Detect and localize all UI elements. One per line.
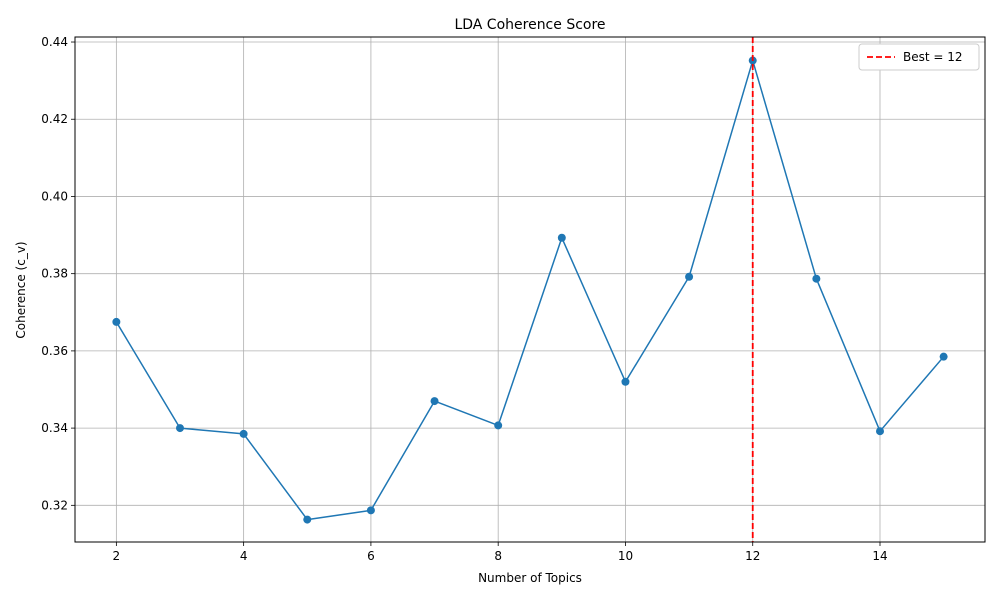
y-tick-label: 0.38 bbox=[41, 267, 68, 281]
y-axis-label: Coherence (c_v) bbox=[14, 241, 28, 338]
y-tick-label: 0.42 bbox=[41, 112, 68, 126]
data-point bbox=[876, 427, 884, 436]
legend-label-best: Best = 12 bbox=[903, 50, 963, 64]
data-point bbox=[557, 233, 566, 242]
chart-title: LDA Coherence Score bbox=[454, 17, 605, 33]
data-point bbox=[621, 377, 630, 386]
plot-frame bbox=[74, 36, 986, 543]
data-point bbox=[239, 429, 248, 438]
data-point bbox=[812, 274, 821, 283]
x-tick-label: 2 bbox=[113, 549, 121, 563]
data-point bbox=[303, 515, 312, 524]
y-tick-label: 0.40 bbox=[41, 189, 68, 203]
data-point bbox=[494, 421, 503, 430]
legend: Best = 12 bbox=[858, 43, 980, 71]
legend-box bbox=[858, 43, 980, 71]
x-tick-label: 14 bbox=[872, 549, 887, 563]
y-tick-label: 0.34 bbox=[41, 421, 68, 435]
y-tick-label: 0.36 bbox=[41, 344, 68, 358]
y-tick-label: 0.44 bbox=[41, 35, 68, 49]
x-tick-label: 4 bbox=[240, 549, 248, 563]
series-line bbox=[115, 59, 945, 521]
x-tick-label: 12 bbox=[745, 549, 760, 563]
data-point bbox=[366, 506, 375, 515]
x-tick-label: 8 bbox=[494, 549, 502, 563]
data-point bbox=[939, 352, 948, 361]
ticks: 2 4 6 8 10 12 14 0.32 0.34 0.36 0.38 0.40 0.42 0.44 bbox=[41, 35, 887, 563]
data-point bbox=[112, 317, 121, 326]
x-tick-label: 6 bbox=[367, 549, 375, 563]
x-axis-label: Number of Topics bbox=[478, 571, 582, 585]
y-tick-label: 0.32 bbox=[41, 498, 68, 512]
data-point bbox=[685, 272, 694, 281]
data-point bbox=[176, 424, 184, 433]
series-layer bbox=[112, 56, 948, 524]
data-point bbox=[430, 397, 439, 406]
x-tick-label: 10 bbox=[618, 549, 633, 563]
